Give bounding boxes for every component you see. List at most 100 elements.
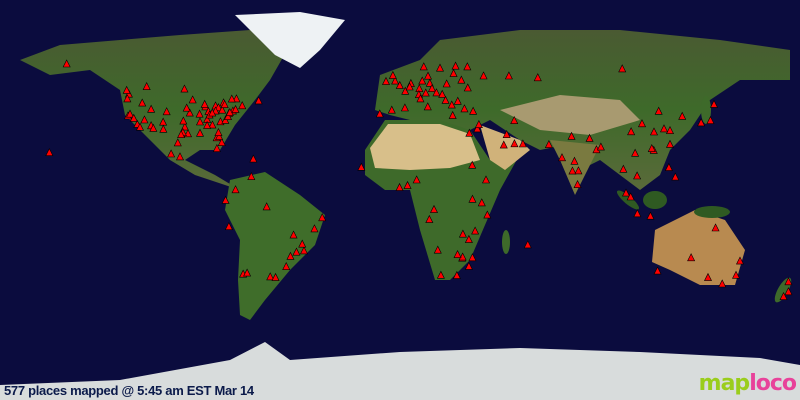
place-marker-triangle-icon[interactable]: [203, 120, 212, 129]
place-marker-triangle-icon[interactable]: [292, 247, 301, 256]
place-marker-triangle-icon[interactable]: [736, 256, 744, 265]
place-marker-triangle-icon[interactable]: [463, 62, 472, 71]
place-marker-triangle-icon[interactable]: [188, 95, 197, 104]
place-marker-triangle-icon[interactable]: [453, 249, 462, 258]
place-marker-triangle-icon[interactable]: [218, 105, 227, 114]
place-marker-triangle-icon[interactable]: [510, 115, 519, 124]
place-marker-triangle-icon[interactable]: [448, 110, 457, 119]
place-marker-triangle-icon[interactable]: [626, 192, 635, 201]
place-marker-triangle-icon[interactable]: [650, 127, 658, 136]
place-marker-triangle-icon[interactable]: [214, 127, 223, 136]
place-marker-triangle-icon[interactable]: [180, 84, 189, 93]
place-marker-triangle-icon[interactable]: [633, 171, 642, 180]
place-marker-triangle-icon[interactable]: [149, 123, 158, 132]
place-marker-triangle-icon[interactable]: [502, 129, 511, 138]
place-marker-triangle-icon[interactable]: [568, 166, 577, 175]
place-marker-triangle-icon[interactable]: [425, 78, 434, 87]
place-marker-triangle-icon[interactable]: [499, 140, 508, 149]
place-marker-triangle-icon[interactable]: [558, 153, 566, 162]
place-marker-triangle-icon[interactable]: [419, 62, 428, 71]
place-marker-triangle-icon[interactable]: [436, 63, 444, 72]
place-marker-triangle-icon[interactable]: [468, 160, 477, 169]
place-marker-triangle-icon[interactable]: [732, 270, 740, 279]
place-marker-triangle-icon[interactable]: [477, 198, 486, 207]
place-marker-triangle-icon[interactable]: [247, 171, 256, 180]
place-marker-triangle-icon[interactable]: [289, 230, 298, 239]
place-marker-triangle-icon[interactable]: [687, 253, 696, 262]
place-marker-triangle-icon[interactable]: [262, 202, 271, 211]
place-marker-triangle-icon[interactable]: [631, 148, 640, 157]
place-marker-triangle-icon[interactable]: [436, 270, 445, 279]
place-marker-triangle-icon[interactable]: [618, 64, 627, 73]
place-marker-triangle-icon[interactable]: [428, 83, 436, 92]
place-marker-triangle-icon[interactable]: [208, 120, 217, 129]
place-marker-triangle-icon[interactable]: [573, 179, 582, 188]
place-marker-triangle-icon[interactable]: [574, 166, 583, 175]
place-marker-triangle-icon[interactable]: [159, 124, 168, 133]
place-marker-triangle-icon[interactable]: [179, 116, 188, 125]
place-marker-triangle-icon[interactable]: [300, 246, 308, 255]
place-marker-triangle-icon[interactable]: [400, 103, 409, 112]
place-marker-triangle-icon[interactable]: [432, 88, 441, 97]
place-marker-triangle-icon[interactable]: [122, 85, 131, 94]
place-marker-triangle-icon[interactable]: [185, 108, 194, 117]
place-marker-triangle-icon[interactable]: [391, 76, 400, 85]
place-marker-triangle-icon[interactable]: [182, 103, 191, 112]
place-marker-triangle-icon[interactable]: [523, 240, 532, 249]
place-marker-triangle-icon[interactable]: [126, 109, 134, 118]
place-marker-triangle-icon[interactable]: [167, 149, 176, 158]
place-marker-triangle-icon[interactable]: [468, 194, 477, 203]
place-marker-triangle-icon[interactable]: [779, 291, 788, 300]
place-marker-triangle-icon[interactable]: [425, 214, 434, 223]
place-marker-triangle-icon[interactable]: [710, 99, 718, 108]
place-marker-triangle-icon[interactable]: [395, 182, 404, 191]
place-marker-triangle-icon[interactable]: [458, 252, 467, 261]
place-marker-triangle-icon[interactable]: [238, 101, 247, 110]
place-marker-triangle-icon[interactable]: [784, 287, 793, 296]
place-marker-triangle-icon[interactable]: [458, 229, 467, 238]
place-marker-triangle-icon[interactable]: [654, 106, 663, 115]
place-marker-triangle-icon[interactable]: [286, 251, 295, 260]
place-marker-triangle-icon[interactable]: [784, 277, 793, 286]
place-marker-triangle-icon[interactable]: [596, 142, 605, 151]
place-marker-triangle-icon[interactable]: [129, 113, 138, 122]
place-marker-triangle-icon[interactable]: [416, 94, 425, 103]
place-marker-triangle-icon[interactable]: [430, 204, 438, 213]
place-marker-triangle-icon[interactable]: [468, 253, 477, 262]
place-marker-triangle-icon[interactable]: [627, 127, 636, 136]
place-marker-triangle-icon[interactable]: [479, 71, 488, 80]
place-marker-triangle-icon[interactable]: [453, 96, 462, 105]
place-marker-triangle-icon[interactable]: [664, 162, 673, 171]
place-marker-triangle-icon[interactable]: [482, 175, 490, 184]
place-marker-triangle-icon[interactable]: [231, 104, 240, 113]
place-marker-triangle-icon[interactable]: [660, 124, 668, 133]
place-marker-triangle-icon[interactable]: [405, 82, 414, 91]
place-marker-triangle-icon[interactable]: [45, 147, 54, 156]
place-marker-triangle-icon[interactable]: [638, 119, 646, 128]
place-marker-triangle-icon[interactable]: [318, 213, 327, 222]
place-marker-triangle-icon[interactable]: [387, 105, 396, 114]
place-marker-triangle-icon[interactable]: [138, 98, 147, 107]
place-marker-triangle-icon[interactable]: [254, 96, 263, 105]
place-marker-triangle-icon[interactable]: [570, 156, 579, 165]
place-marker-triangle-icon[interactable]: [451, 61, 460, 70]
place-marker-triangle-icon[interactable]: [212, 143, 221, 152]
place-marker-triangle-icon[interactable]: [697, 118, 706, 127]
place-marker-triangle-icon[interactable]: [225, 107, 234, 116]
place-marker-triangle-icon[interactable]: [357, 162, 366, 171]
place-marker-triangle-icon[interactable]: [442, 79, 451, 88]
place-marker-triangle-icon[interactable]: [718, 279, 727, 288]
place-marker-triangle-icon[interactable]: [140, 115, 149, 124]
place-marker-triangle-icon[interactable]: [504, 71, 513, 80]
place-marker-triangle-icon[interactable]: [421, 88, 430, 97]
place-marker-triangle-icon[interactable]: [221, 195, 230, 204]
place-marker-triangle-icon[interactable]: [533, 73, 542, 82]
maploco-logo[interactable]: maploco: [699, 371, 797, 396]
place-marker-triangle-icon[interactable]: [585, 133, 594, 142]
place-marker-triangle-icon[interactable]: [177, 129, 186, 138]
place-marker-triangle-icon[interactable]: [200, 99, 209, 108]
place-marker-triangle-icon[interactable]: [711, 223, 720, 232]
place-marker-triangle-icon[interactable]: [401, 86, 410, 95]
place-marker-triangle-icon[interactable]: [217, 137, 226, 146]
